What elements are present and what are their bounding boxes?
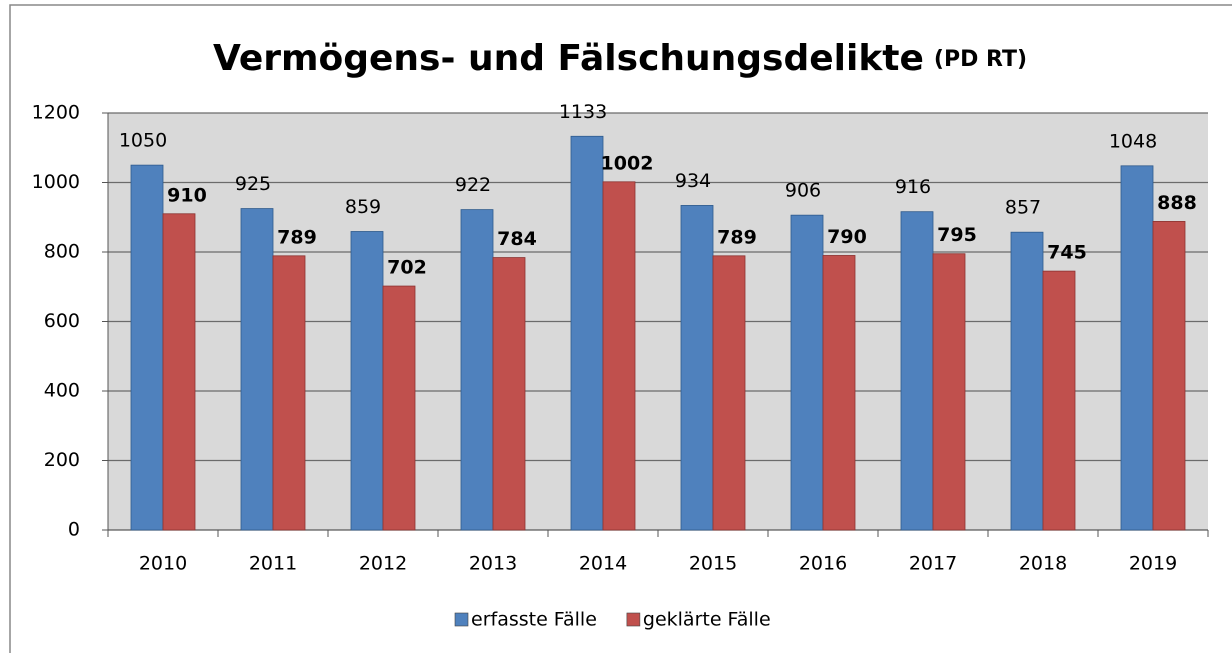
bar — [712, 255, 746, 531]
data-label: 934 — [675, 170, 711, 192]
data-label: 789 — [717, 226, 757, 248]
bar — [900, 211, 934, 531]
x-tick-label: 2017 — [909, 553, 957, 575]
data-label: 795 — [937, 224, 977, 246]
data-label: 702 — [387, 257, 427, 279]
y-tick-label: 400 — [44, 380, 80, 402]
data-label: 1002 — [601, 152, 654, 174]
legend-swatch — [626, 612, 641, 627]
chart-title: Vermögens- und Fälschungsdelikte — [213, 38, 924, 79]
bar — [1120, 165, 1154, 531]
bar — [822, 255, 856, 531]
y-tick-label: 0 — [68, 519, 80, 541]
x-tick-label: 2018 — [1019, 553, 1067, 575]
x-tick-label: 2014 — [579, 553, 627, 575]
data-label: 910 — [167, 184, 207, 206]
x-tick-label: 2015 — [689, 553, 737, 575]
legend-swatch — [454, 612, 469, 627]
bar — [162, 213, 196, 531]
data-label: 1133 — [559, 101, 607, 123]
x-tick-label: 2013 — [469, 553, 517, 575]
chart-subtitle: (PD RT) — [934, 47, 1027, 72]
data-label: 784 — [497, 228, 537, 250]
chart-title-group: Vermögens- und Fälschungsdelikte (PD RT) — [213, 38, 1027, 79]
bar — [492, 257, 526, 531]
bar — [1042, 270, 1076, 531]
bar — [602, 181, 636, 531]
y-tick-label: 200 — [44, 449, 80, 471]
data-label: 888 — [1157, 192, 1197, 214]
data-label: 916 — [895, 176, 931, 198]
data-label: 859 — [345, 196, 381, 218]
y-tick-label: 600 — [44, 310, 80, 332]
data-label: 906 — [785, 180, 821, 202]
bar — [382, 285, 416, 531]
legend-label: geklärte Fälle — [643, 609, 771, 631]
bar — [272, 255, 306, 531]
bar — [932, 253, 966, 531]
bar — [790, 214, 824, 531]
data-label: 790 — [827, 226, 867, 248]
x-tick-label: 2019 — [1129, 553, 1177, 575]
bar — [240, 208, 274, 531]
data-label: 1048 — [1109, 130, 1157, 152]
data-label: 922 — [455, 174, 491, 196]
bar — [460, 209, 494, 531]
legend-label: erfasste Fälle — [471, 609, 597, 631]
bar — [680, 205, 714, 531]
data-label: 857 — [1005, 197, 1041, 219]
data-label: 745 — [1047, 242, 1087, 264]
bar — [1010, 231, 1044, 531]
bar — [130, 164, 164, 531]
data-label: 789 — [277, 226, 317, 248]
x-tick-label: 2010 — [139, 553, 187, 575]
x-tick-label: 2012 — [359, 553, 407, 575]
x-tick-label: 2016 — [799, 553, 847, 575]
bar — [350, 231, 384, 531]
data-label: 1050 — [119, 130, 167, 152]
data-label: 925 — [235, 173, 271, 195]
x-tick-label: 2011 — [249, 553, 297, 575]
bar — [1152, 221, 1186, 531]
y-tick-label: 1200 — [32, 102, 80, 124]
y-tick-label: 800 — [44, 241, 80, 263]
y-tick-label: 1000 — [32, 171, 80, 193]
bar — [570, 135, 604, 531]
